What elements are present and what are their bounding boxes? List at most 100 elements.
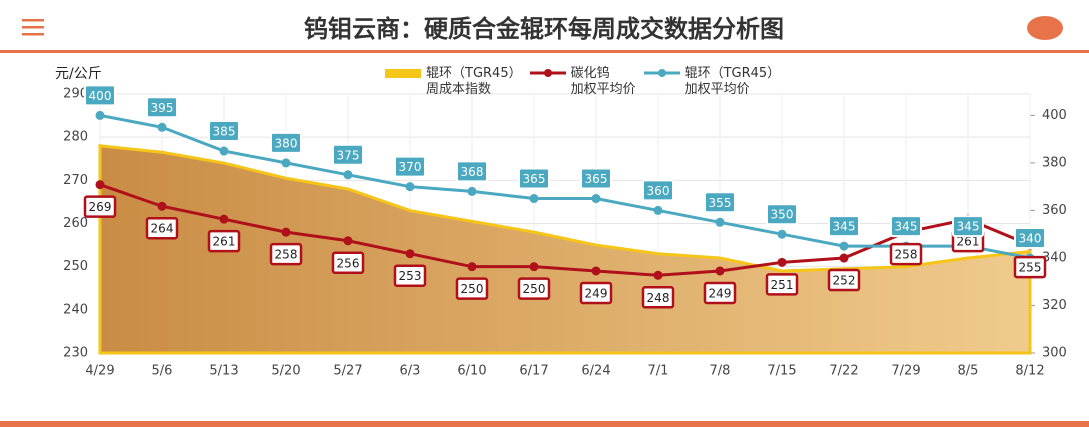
data-label: 252 (833, 274, 856, 288)
y-tick-label: 280 (63, 130, 88, 145)
label-box (517, 277, 551, 300)
data-label: 250 (523, 282, 546, 296)
data-label: 350 (771, 208, 794, 222)
legend-label: 辊环（TGR45） 周成本指数 (426, 66, 522, 97)
data-label: 385 (213, 125, 236, 139)
label-box (332, 143, 364, 166)
x-tick-label: 6/17 (519, 364, 548, 379)
area (100, 145, 1030, 353)
data-label: 365 (585, 172, 608, 186)
data-label: 380 (275, 136, 298, 150)
point (715, 266, 725, 276)
data-label: 269 (89, 200, 112, 214)
y-tick-label: 290 (63, 87, 88, 102)
label-box (393, 264, 427, 287)
data-label: 365 (523, 172, 546, 186)
x-tick-label: 8/5 (958, 364, 979, 379)
y-tick-label: 240 (63, 302, 88, 317)
point (529, 262, 539, 272)
x-tick-label: 7/15 (767, 364, 796, 379)
y-axis-label: 元/公斤 (55, 66, 102, 82)
data-label: 370 (399, 160, 422, 174)
point (653, 270, 663, 280)
data-label: 258 (895, 248, 918, 262)
data-label: 256 (337, 256, 360, 270)
legend-swatch (385, 69, 421, 78)
label-box (146, 96, 178, 119)
label-box (83, 195, 117, 218)
point (839, 253, 849, 263)
y2-tick-label: 320 (1042, 298, 1067, 313)
point (95, 110, 105, 120)
data-label: 340 (1019, 231, 1042, 245)
footer-line (0, 421, 1089, 427)
point (467, 186, 477, 196)
y2-tick-label: 340 (1042, 250, 1067, 265)
x-tick-label: 5/13 (209, 364, 238, 379)
chart-title: 钨钼云商：硬质合金辊环每周成交数据分析图 (304, 15, 784, 43)
data-label: 360 (647, 184, 670, 198)
legend-item[interactable]: 辊环（TGR45） 周成本指数 (385, 66, 522, 98)
point (715, 217, 725, 227)
data-label: 345 (833, 220, 856, 234)
point (219, 214, 229, 224)
label-box (145, 216, 179, 240)
data-label: 249 (709, 286, 732, 300)
point (157, 122, 167, 132)
data-label: 255 (1019, 261, 1042, 275)
point (405, 182, 415, 192)
label-box (455, 277, 489, 300)
x-tick-label: 7/8 (710, 364, 731, 379)
point (591, 266, 601, 276)
label-box (579, 281, 613, 305)
label-box (827, 268, 861, 292)
y-tick-label: 260 (63, 216, 88, 231)
point (777, 257, 787, 267)
label-box (766, 203, 798, 226)
data-label: 400 (89, 89, 112, 103)
legend-item[interactable]: 辊环（TGR45） 加权平均价 (643, 66, 780, 98)
label-box (270, 131, 302, 154)
label-box (641, 286, 675, 309)
data-label: 261 (957, 235, 980, 249)
label-box (1014, 226, 1046, 249)
legend-item[interactable]: 碳化钨 加权平均价 (529, 66, 636, 98)
label-box (208, 120, 240, 143)
data-label: 258 (275, 248, 298, 262)
data-label: 264 (151, 222, 174, 236)
point (777, 229, 787, 239)
x-tick-label: 7/1 (648, 364, 669, 379)
label-box (456, 160, 488, 183)
data-label: 355 (709, 196, 732, 210)
y2-tick-label: 300 (1042, 346, 1067, 361)
x-tick-label: 5/6 (152, 364, 173, 379)
label-box (394, 155, 426, 178)
legend-swatch-area (385, 69, 421, 78)
legend-swatch-dot (543, 69, 552, 77)
label-box (828, 215, 860, 238)
label-box (704, 191, 736, 214)
label-box (518, 167, 550, 190)
label-box (207, 229, 241, 253)
y-tick-label: 270 (63, 173, 88, 188)
logo-icon[interactable] (1027, 16, 1063, 40)
data-label: 251 (771, 278, 794, 292)
data-label: 248 (647, 291, 670, 305)
y2-tick-label: 360 (1042, 203, 1067, 218)
menu-icon[interactable] (22, 19, 44, 36)
area-edge (98, 144, 1032, 355)
x-tick-label: 6/24 (581, 364, 610, 379)
x-tick-label: 7/22 (829, 364, 858, 379)
legend-swatch-dot (657, 69, 666, 77)
legend-swatch (529, 69, 566, 77)
data-label: 261 (213, 235, 236, 249)
point (529, 194, 539, 204)
label-box (1013, 255, 1047, 279)
legend: 辊环（TGR45） 周成本指数 碳化钨 加权平均价 辊环（TGR45） 加权平均价 (385, 66, 780, 98)
label-box (765, 273, 799, 296)
legend-swatch (643, 69, 680, 77)
data-label: 250 (461, 282, 484, 296)
label-box (703, 281, 737, 305)
x-tick-label: 8/12 (1015, 364, 1044, 379)
